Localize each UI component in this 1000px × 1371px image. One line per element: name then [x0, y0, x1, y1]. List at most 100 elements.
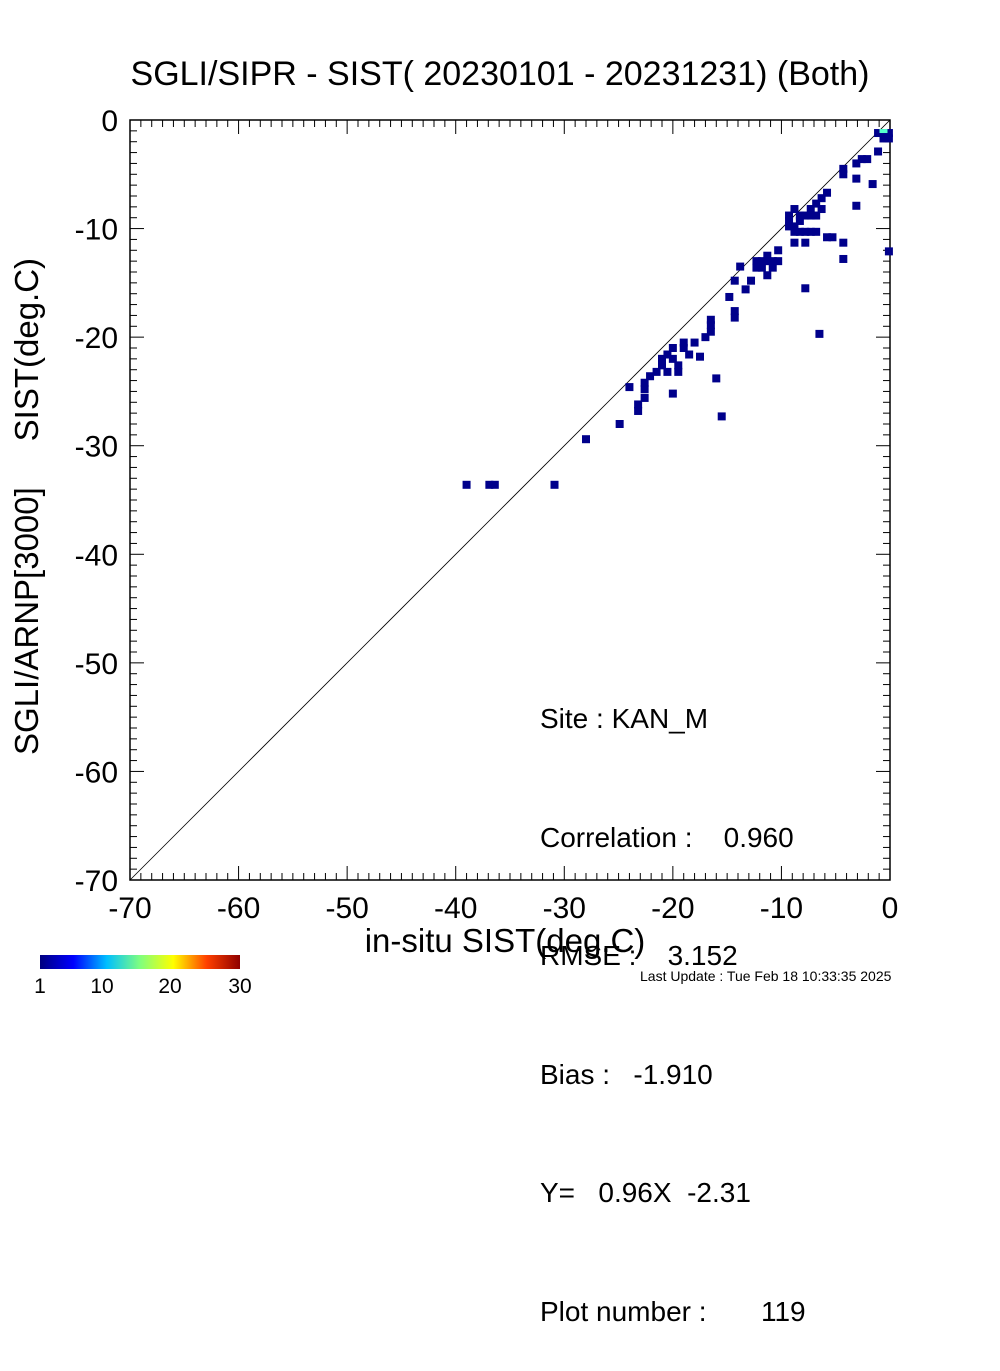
data-point	[795, 216, 804, 225]
x-tick-label: -60	[217, 892, 260, 925]
colorbar: 1 10 20 30	[34, 955, 252, 998]
stat-plot-number: Plot number : 119	[540, 1295, 806, 1327]
data-point	[663, 367, 672, 376]
data-point	[725, 292, 734, 301]
data-point	[757, 257, 766, 266]
data-points	[462, 129, 893, 489]
y-axis-label: SGLI/ARNP[3000] SIST(deg.C)	[8, 257, 45, 755]
data-point	[790, 238, 799, 247]
data-point	[874, 129, 883, 138]
data-point	[652, 367, 661, 376]
data-point	[668, 389, 677, 398]
data-point	[747, 276, 756, 285]
data-point	[839, 254, 848, 263]
data-point	[884, 247, 893, 256]
stat-bias: Bias : -1.910	[540, 1058, 713, 1090]
data-point	[736, 262, 745, 271]
data-point	[852, 201, 861, 210]
data-point	[640, 393, 649, 402]
data-point	[774, 257, 783, 266]
data-point	[757, 263, 766, 272]
data-point	[690, 338, 699, 347]
x-tick-label: -30	[543, 892, 586, 925]
data-point	[706, 327, 715, 336]
y-tick-label: -30	[75, 431, 118, 464]
y-tick-label: -50	[75, 648, 118, 681]
data-point	[795, 227, 804, 236]
stat-site: Site : KAN_M	[540, 703, 709, 734]
data-point	[634, 406, 643, 415]
colorbar-tick: 30	[228, 975, 252, 998]
data-point	[884, 129, 893, 138]
data-point	[752, 263, 761, 272]
data-point	[668, 354, 677, 363]
data-point	[625, 383, 634, 392]
data-point	[706, 321, 715, 330]
y-tick-label: -10	[75, 214, 118, 247]
data-point	[823, 188, 832, 197]
y-tick-label: -60	[75, 756, 118, 789]
data-point	[874, 147, 883, 156]
data-point	[763, 251, 772, 260]
data-point	[646, 372, 655, 381]
data-point	[823, 233, 832, 242]
data-point	[815, 329, 824, 338]
data-point	[801, 211, 810, 220]
data-point	[706, 315, 715, 324]
data-point	[668, 344, 677, 352]
data-point	[658, 354, 666, 363]
data-point	[640, 385, 649, 394]
data-point	[806, 211, 815, 220]
data-point	[730, 307, 739, 316]
last-update: Last Update : Tue Feb 18 10:33:35 2025	[640, 968, 892, 984]
data-point	[812, 227, 821, 236]
data-point	[812, 211, 821, 220]
data-point	[701, 333, 710, 342]
data-point	[790, 222, 799, 231]
data-point	[717, 412, 726, 421]
data-point	[490, 480, 499, 489]
data-point	[790, 205, 799, 214]
colorbar-tick: 1	[34, 975, 46, 998]
data-point	[801, 284, 810, 293]
data-point	[712, 374, 721, 383]
data-point	[812, 199, 821, 208]
y-tick-label: -70	[75, 865, 118, 898]
data-point	[730, 313, 739, 322]
data-point	[852, 174, 861, 183]
stat-correlation: Correlation : 0.960	[540, 821, 794, 853]
colorbar-tick: 20	[158, 975, 182, 998]
data-point	[868, 180, 877, 189]
data-point	[582, 435, 590, 444]
data-point	[679, 338, 688, 347]
data-point	[801, 227, 810, 236]
y-tick-label: -40	[75, 539, 118, 572]
x-tick-label: -20	[651, 892, 694, 925]
data-point	[674, 367, 683, 376]
data-point	[658, 361, 666, 370]
data-point	[640, 378, 649, 387]
data-point	[785, 222, 794, 231]
x-tick-label: -40	[434, 892, 477, 925]
data-point	[774, 246, 783, 255]
data-point	[879, 134, 888, 143]
data-point	[839, 170, 848, 179]
data-point	[615, 420, 624, 428]
data-point	[852, 159, 861, 168]
data-point	[768, 263, 777, 272]
axis-ticks	[129, 119, 891, 881]
stat-rmse: RMSE : 3.152	[540, 940, 738, 971]
data-point	[839, 238, 848, 247]
data-point	[828, 233, 837, 242]
data-point	[752, 257, 761, 266]
data-point	[857, 155, 866, 164]
data-point	[685, 350, 694, 359]
x-tick-label: -70	[108, 892, 151, 925]
data-point	[839, 164, 848, 173]
one-to-one-line	[129, 119, 891, 881]
data-point	[550, 480, 559, 489]
data-point	[485, 480, 494, 489]
data-point	[806, 205, 815, 214]
stat-regression: Y= 0.96X -2.31	[540, 1177, 751, 1208]
data-point	[790, 227, 799, 236]
